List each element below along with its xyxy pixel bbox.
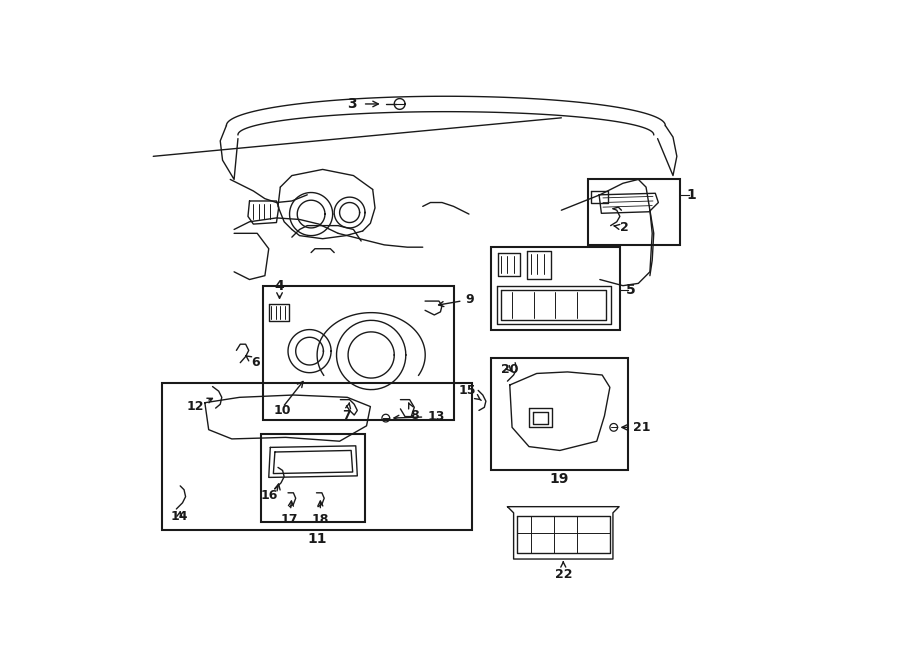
Text: 17: 17 — [281, 501, 298, 526]
Text: 13: 13 — [394, 410, 445, 423]
Bar — [163, 383, 472, 529]
Text: 20: 20 — [501, 363, 518, 376]
Text: 8: 8 — [409, 403, 419, 422]
Bar — [491, 247, 620, 330]
Text: 18: 18 — [311, 501, 329, 526]
Text: 21: 21 — [622, 421, 650, 434]
Text: 9: 9 — [438, 293, 474, 307]
Text: 1: 1 — [687, 188, 697, 202]
Text: 2: 2 — [614, 221, 629, 235]
Text: 15: 15 — [459, 384, 482, 401]
Text: 22: 22 — [554, 562, 572, 581]
Text: 7: 7 — [342, 403, 351, 422]
Bar — [491, 358, 627, 470]
Text: 16: 16 — [260, 488, 277, 502]
Text: 14: 14 — [171, 510, 188, 523]
Text: 19: 19 — [549, 472, 569, 486]
Text: 11: 11 — [308, 532, 327, 546]
Bar — [261, 434, 365, 522]
Bar — [588, 179, 680, 245]
Text: 3: 3 — [347, 97, 356, 111]
Text: 12: 12 — [186, 398, 212, 413]
Text: 5: 5 — [626, 282, 635, 297]
Text: 4: 4 — [274, 279, 284, 293]
Bar — [264, 286, 454, 420]
Text: 10: 10 — [274, 404, 292, 417]
Text: 6: 6 — [246, 356, 260, 369]
